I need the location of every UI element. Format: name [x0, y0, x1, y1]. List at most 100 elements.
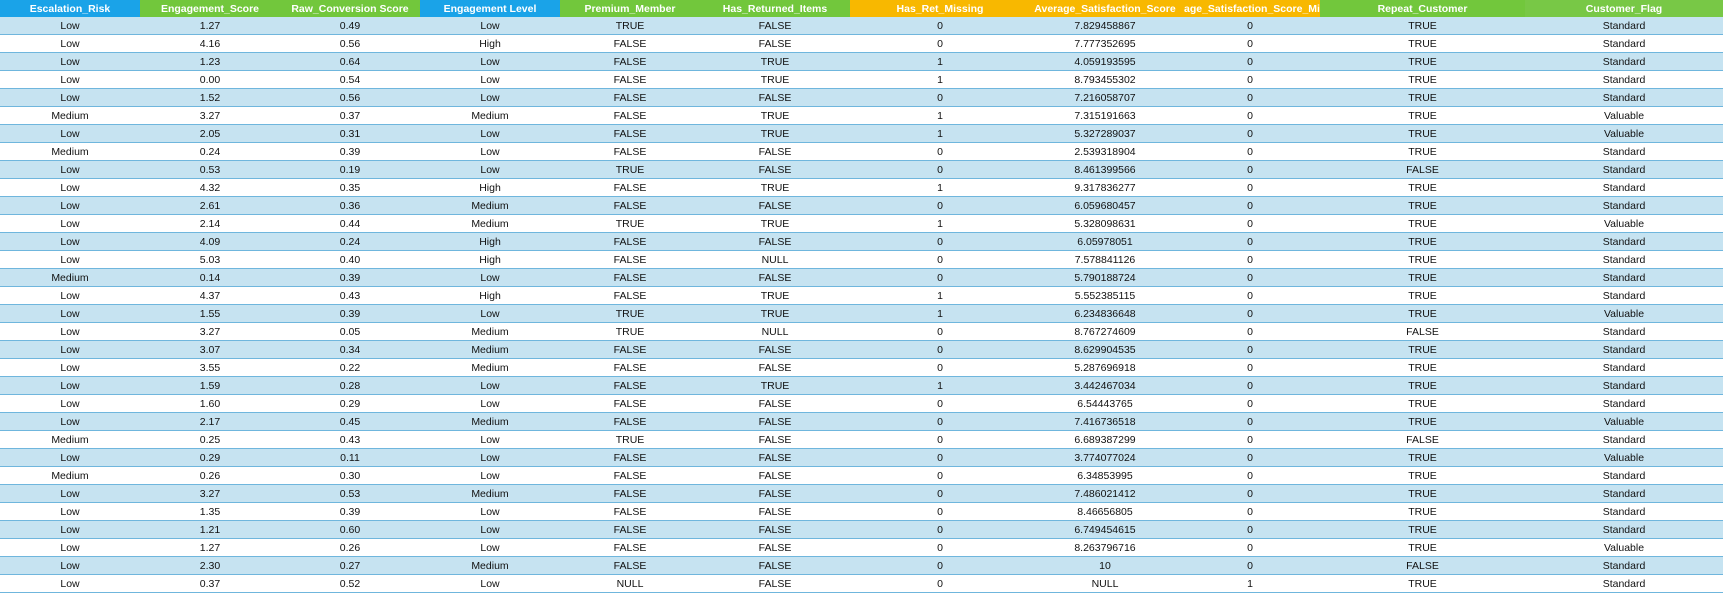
cell-premium-member[interactable]: TRUE: [560, 304, 700, 323]
cell-repeat-customer[interactable]: TRUE: [1320, 520, 1525, 539]
cell-has-returned-items[interactable]: TRUE: [700, 376, 850, 395]
cell-repeat-customer[interactable]: FALSE: [1320, 322, 1525, 341]
cell-engagement-score[interactable]: 0.53: [140, 160, 280, 179]
cell-engagement-level[interactable]: Low: [420, 70, 560, 89]
cell-has-returned-items[interactable]: FALSE: [700, 574, 850, 593]
cell-premium-member[interactable]: FALSE: [560, 556, 700, 575]
cell-has-returned-items[interactable]: FALSE: [700, 430, 850, 449]
cell-has-returned-items[interactable]: FALSE: [700, 538, 850, 557]
cell-repeat-customer[interactable]: TRUE: [1320, 142, 1525, 161]
cell-escalation-risk[interactable]: Low: [0, 394, 140, 413]
cell-has-ret-missing[interactable]: 1: [850, 106, 1030, 125]
cell-average-satisfaction-score[interactable]: 7.777352695: [1030, 34, 1180, 53]
cell-has-returned-items[interactable]: FALSE: [700, 466, 850, 485]
cell-engagement-level[interactable]: Medium: [420, 358, 560, 377]
cell-satisfaction-score-missing[interactable]: 0: [1180, 160, 1320, 179]
cell-engagement-level[interactable]: Low: [420, 430, 560, 449]
cell-engagement-level[interactable]: Low: [420, 466, 560, 485]
cell-has-ret-missing[interactable]: 0: [850, 358, 1030, 377]
cell-has-ret-missing[interactable]: 1: [850, 70, 1030, 89]
cell-raw-conversion-score[interactable]: 0.60: [280, 520, 420, 539]
cell-engagement-score[interactable]: 0.00: [140, 70, 280, 89]
cell-engagement-level[interactable]: Low: [420, 124, 560, 143]
cell-has-ret-missing[interactable]: 0: [850, 232, 1030, 251]
cell-escalation-risk[interactable]: Low: [0, 250, 140, 269]
column-header-escalation-risk[interactable]: Escalation_Risk: [0, 0, 140, 17]
cell-engagement-level[interactable]: Low: [420, 376, 560, 395]
cell-premium-member[interactable]: FALSE: [560, 484, 700, 503]
cell-satisfaction-score-missing[interactable]: 0: [1180, 358, 1320, 377]
cell-engagement-score[interactable]: 1.23: [140, 52, 280, 71]
cell-engagement-level[interactable]: Medium: [420, 196, 560, 215]
cell-has-ret-missing[interactable]: 0: [850, 412, 1030, 431]
cell-raw-conversion-score[interactable]: 0.26: [280, 538, 420, 557]
cell-average-satisfaction-score[interactable]: 7.315191663: [1030, 106, 1180, 125]
cell-engagement-score[interactable]: 3.27: [140, 484, 280, 503]
cell-has-returned-items[interactable]: FALSE: [700, 17, 850, 35]
cell-has-ret-missing[interactable]: 0: [850, 340, 1030, 359]
cell-average-satisfaction-score[interactable]: NULL: [1030, 574, 1180, 593]
cell-average-satisfaction-score[interactable]: 7.416736518: [1030, 412, 1180, 431]
cell-escalation-risk[interactable]: Low: [0, 448, 140, 467]
cell-engagement-level[interactable]: Low: [420, 88, 560, 107]
cell-customer-flag[interactable]: Valuable: [1525, 304, 1723, 323]
cell-satisfaction-score-missing[interactable]: 0: [1180, 52, 1320, 71]
cell-customer-flag[interactable]: Standard: [1525, 358, 1723, 377]
cell-customer-flag[interactable]: Standard: [1525, 502, 1723, 521]
cell-premium-member[interactable]: NULL: [560, 574, 700, 593]
cell-premium-member[interactable]: FALSE: [560, 466, 700, 485]
cell-raw-conversion-score[interactable]: 0.39: [280, 142, 420, 161]
cell-raw-conversion-score[interactable]: 0.56: [280, 34, 420, 53]
cell-customer-flag[interactable]: Standard: [1525, 484, 1723, 503]
cell-escalation-risk[interactable]: Low: [0, 358, 140, 377]
column-header-average-satisfaction-score[interactable]: Average_Satisfaction_Score: [1030, 0, 1180, 17]
cell-engagement-level[interactable]: Low: [420, 17, 560, 35]
cell-satisfaction-score-missing[interactable]: 0: [1180, 196, 1320, 215]
cell-engagement-score[interactable]: 5.03: [140, 250, 280, 269]
cell-engagement-score[interactable]: 4.09: [140, 232, 280, 251]
cell-has-ret-missing[interactable]: 0: [850, 466, 1030, 485]
cell-raw-conversion-score[interactable]: 0.64: [280, 52, 420, 71]
cell-engagement-score[interactable]: 4.16: [140, 34, 280, 53]
cell-repeat-customer[interactable]: TRUE: [1320, 376, 1525, 395]
cell-average-satisfaction-score[interactable]: 7.486021412: [1030, 484, 1180, 503]
cell-engagement-level[interactable]: Medium: [420, 340, 560, 359]
cell-customer-flag[interactable]: Standard: [1525, 52, 1723, 71]
cell-has-ret-missing[interactable]: 0: [850, 520, 1030, 539]
cell-engagement-level[interactable]: Medium: [420, 484, 560, 503]
cell-escalation-risk[interactable]: Low: [0, 322, 140, 341]
cell-engagement-level[interactable]: Medium: [420, 214, 560, 233]
cell-customer-flag[interactable]: Standard: [1525, 322, 1723, 341]
cell-engagement-level[interactable]: Low: [420, 52, 560, 71]
cell-engagement-score[interactable]: 0.14: [140, 268, 280, 287]
column-header-engagement-score[interactable]: Engagement_Score: [140, 0, 280, 17]
cell-premium-member[interactable]: FALSE: [560, 250, 700, 269]
cell-engagement-score[interactable]: 4.32: [140, 178, 280, 197]
cell-escalation-risk[interactable]: Low: [0, 484, 140, 503]
cell-escalation-risk[interactable]: Medium: [0, 466, 140, 485]
cell-raw-conversion-score[interactable]: 0.52: [280, 574, 420, 593]
cell-escalation-risk[interactable]: Low: [0, 214, 140, 233]
cell-has-returned-items[interactable]: NULL: [700, 322, 850, 341]
cell-average-satisfaction-score[interactable]: 6.54443765: [1030, 394, 1180, 413]
cell-repeat-customer[interactable]: TRUE: [1320, 268, 1525, 287]
cell-raw-conversion-score[interactable]: 0.28: [280, 376, 420, 395]
cell-average-satisfaction-score[interactable]: 3.774077024: [1030, 448, 1180, 467]
cell-engagement-level[interactable]: Low: [420, 394, 560, 413]
cell-escalation-risk[interactable]: Low: [0, 520, 140, 539]
cell-raw-conversion-score[interactable]: 0.37: [280, 106, 420, 125]
cell-has-returned-items[interactable]: FALSE: [700, 520, 850, 539]
cell-repeat-customer[interactable]: FALSE: [1320, 430, 1525, 449]
cell-raw-conversion-score[interactable]: 0.24: [280, 232, 420, 251]
cell-escalation-risk[interactable]: Medium: [0, 430, 140, 449]
cell-repeat-customer[interactable]: TRUE: [1320, 412, 1525, 431]
cell-has-returned-items[interactable]: FALSE: [700, 358, 850, 377]
cell-premium-member[interactable]: FALSE: [560, 412, 700, 431]
cell-has-ret-missing[interactable]: 0: [850, 160, 1030, 179]
cell-has-returned-items[interactable]: NULL: [700, 250, 850, 269]
cell-engagement-level[interactable]: Low: [420, 304, 560, 323]
cell-has-returned-items[interactable]: TRUE: [700, 106, 850, 125]
cell-raw-conversion-score[interactable]: 0.34: [280, 340, 420, 359]
cell-satisfaction-score-missing[interactable]: 0: [1180, 520, 1320, 539]
cell-average-satisfaction-score[interactable]: 5.328098631: [1030, 214, 1180, 233]
